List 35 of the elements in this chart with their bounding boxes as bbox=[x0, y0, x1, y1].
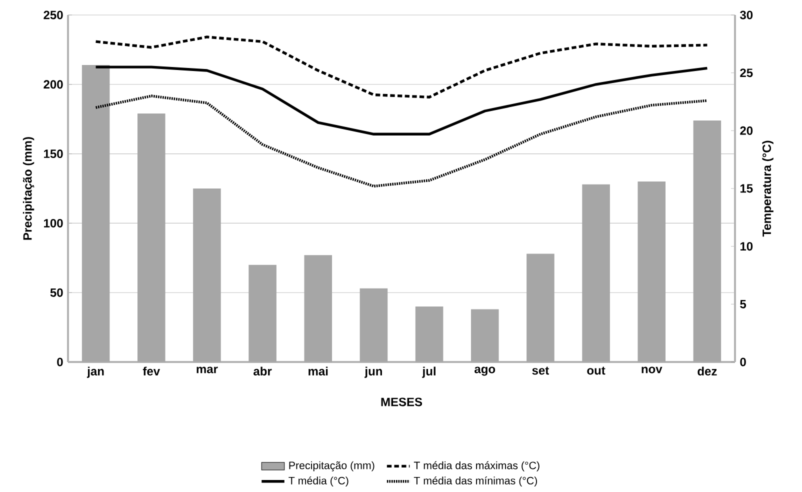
y2-axis-title: Temperatura (°C) bbox=[762, 140, 774, 237]
legend-label: T média das mínimas (°C) bbox=[414, 476, 537, 487]
x-tick-label: abr bbox=[254, 366, 272, 376]
y-tick-label: 50 bbox=[50, 288, 63, 298]
y-tick-label: 100 bbox=[44, 219, 63, 228]
y-tick-label: 200 bbox=[44, 80, 63, 89]
x-tick-label: mai bbox=[308, 366, 328, 376]
x-tick-label: ago bbox=[474, 366, 496, 376]
y2-tick-label: 15 bbox=[740, 184, 753, 193]
y2-tick-label: 5 bbox=[740, 300, 746, 309]
x-tick-label: jun bbox=[364, 366, 382, 378]
x-axis-title: MESES bbox=[381, 398, 422, 406]
line-series bbox=[94, 94, 709, 188]
x-tick-label: nov bbox=[642, 366, 662, 374]
y2-tick-label: 20 bbox=[740, 126, 753, 136]
legend-label: T média das máximas (°C) bbox=[414, 461, 540, 472]
y2-tick-label: 25 bbox=[740, 68, 753, 78]
legend-label: Precipitação (mm) bbox=[289, 462, 374, 472]
x-tick-label: out bbox=[587, 366, 606, 375]
legend-label: T média (°C) bbox=[288, 476, 348, 487]
x-tick-label: jul bbox=[422, 366, 436, 378]
y-tick-label: 150 bbox=[44, 150, 63, 158]
y2-tick-label: 30 bbox=[740, 10, 753, 20]
y-tick-label: 250 bbox=[44, 10, 63, 20]
y2-tick-label: 0 bbox=[740, 358, 746, 366]
y-tick-label: 0 bbox=[57, 358, 63, 366]
x-tick-label: mar bbox=[196, 366, 218, 374]
y-axis-title: Precipitação (mm) bbox=[22, 137, 34, 240]
y2-tick-label: 10 bbox=[740, 242, 753, 251]
x-tick-label: dez bbox=[698, 366, 717, 376]
line-series bbox=[94, 36, 709, 99]
line-series bbox=[94, 66, 709, 136]
x-tick-label: set bbox=[532, 366, 549, 375]
x-tick-label: jan bbox=[86, 366, 104, 378]
x-tick-label: fev bbox=[142, 366, 160, 376]
